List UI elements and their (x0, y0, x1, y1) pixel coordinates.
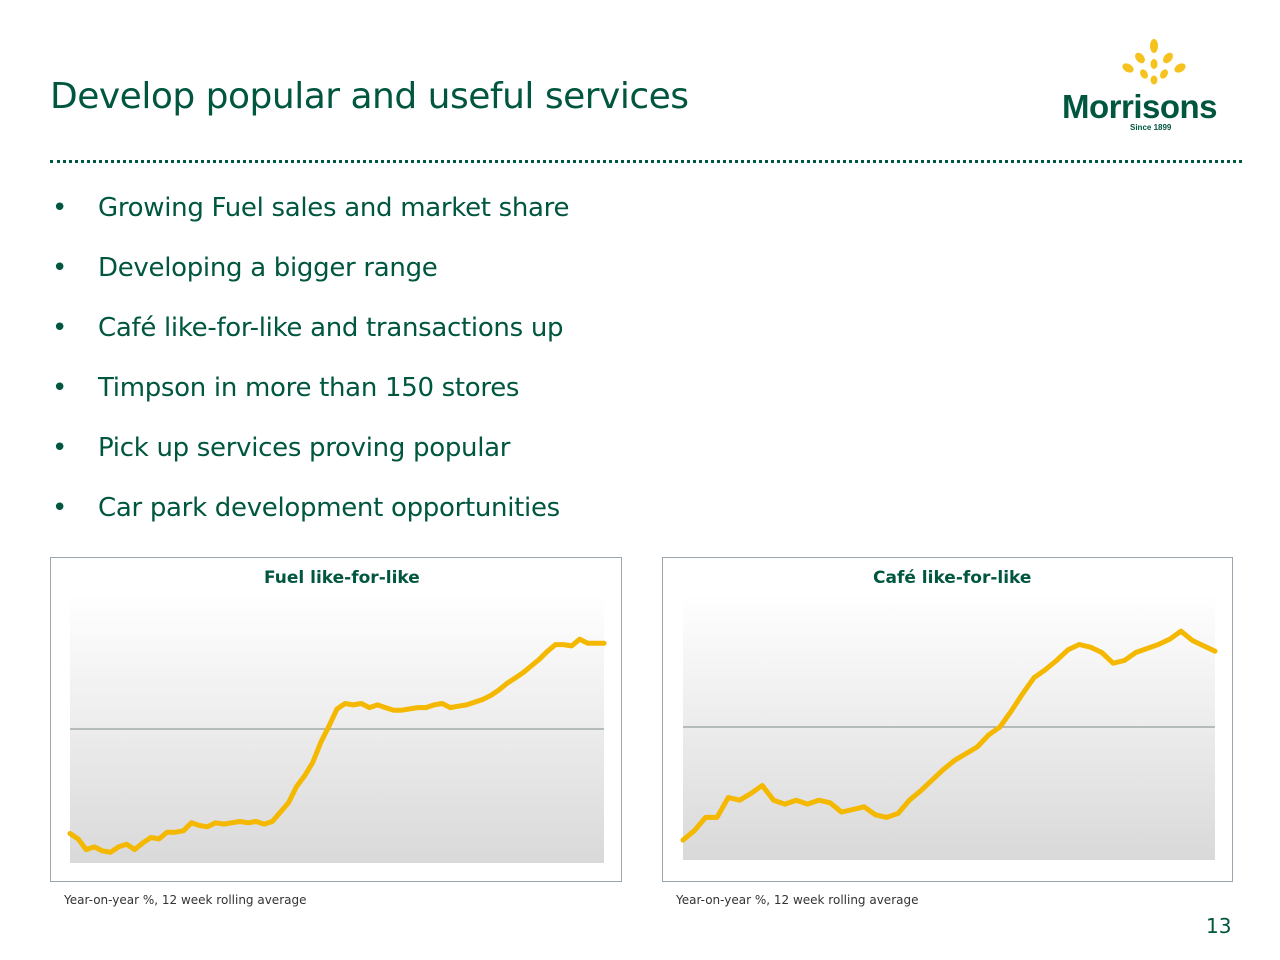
bullet-text: Car park development opportunities (98, 493, 560, 523)
bullet-item: • Growing Fuel sales and market share (50, 188, 570, 248)
slide-title: Develop popular and useful services (50, 76, 689, 117)
wheat-sheaf-icon (1122, 39, 1186, 85)
fuel-chart-footnote: Year-on-year %, 12 week rolling average (64, 893, 307, 907)
bullet-item: • Car park development opportunities (50, 488, 569, 548)
bullet-dot-icon: • (52, 433, 68, 463)
bullet-dot-icon: • (52, 373, 68, 403)
brand-since-tagline: Since 1899 (1130, 123, 1172, 132)
bullet-text: Developing a bigger range (98, 253, 438, 283)
cafe-chart-footnote: Year-on-year %, 12 week rolling average (676, 893, 919, 907)
bullet-text: Café like-for-like and transactions up (98, 313, 564, 343)
chart-title: Café like-for-like (873, 568, 1032, 588)
brand-wordmark: Morrisons (1062, 88, 1218, 125)
page-number: 13 (1206, 914, 1232, 938)
bullet-item: • Timpson in more than 150 stores (50, 368, 569, 428)
bullet-dot-icon: • (52, 493, 68, 523)
bullet-text: Timpson in more than 150 stores (98, 373, 520, 403)
bullet-dot-icon: • (52, 253, 68, 283)
title-divider (50, 160, 1242, 163)
fuel-chart-svg (67, 595, 607, 863)
series-line (680, 628, 1218, 843)
bullet-dot-icon: • (52, 193, 68, 223)
bullet-item: • Pick up services proving popular (50, 428, 569, 488)
bullet-dot-icon: • (52, 313, 68, 343)
cafe-chart-panel: Café like-for-like (662, 557, 1233, 882)
bullet-list: • Growing Fuel sales and market share • De… (50, 188, 570, 548)
bullet-item: • Developing a bigger range (50, 248, 569, 308)
chart-title: Fuel like-for-like (264, 568, 420, 588)
series-line (67, 636, 607, 855)
bullet-item: • Café like-for-like and transactions up (50, 308, 569, 368)
bullet-text: Growing Fuel sales and market share (98, 193, 570, 223)
cafe-chart-svg (680, 594, 1218, 860)
bullet-text: Pick up services proving popular (98, 433, 511, 463)
fuel-chart-panel: Fuel like-for-like (50, 557, 622, 882)
